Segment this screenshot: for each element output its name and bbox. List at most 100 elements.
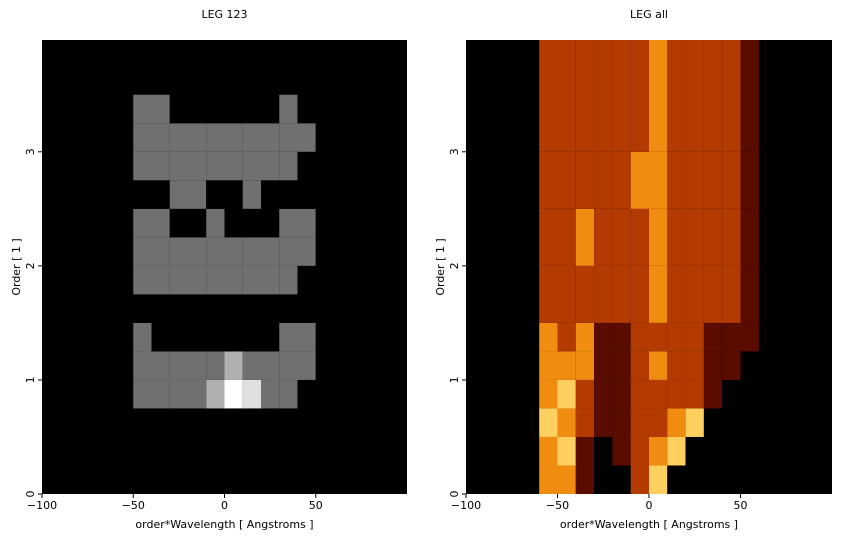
x-axis-label: order*Wavelength [ Angstroms ] [135, 518, 313, 531]
heat-cell [612, 351, 631, 380]
heat-cell [279, 94, 298, 124]
heat-cell [261, 151, 280, 181]
heat-cell [667, 208, 686, 266]
heat-cell [242, 408, 261, 437]
heat-cell [539, 322, 558, 352]
heat-cell [539, 379, 558, 409]
heat-cell [594, 208, 613, 266]
heat-cell [630, 151, 649, 209]
heat-cell [575, 408, 595, 437]
heat-cell [151, 265, 170, 295]
heat-cell [261, 94, 280, 124]
heat-cell [133, 465, 152, 494]
heat-cell [612, 40, 631, 152]
heat-cell [115, 123, 134, 152]
heat-cell [557, 436, 576, 466]
heat-cell [242, 123, 261, 152]
y-tick-label: 1 [448, 376, 461, 383]
heat-cell [206, 322, 225, 352]
heat-cell [188, 237, 207, 266]
x-tick-label: −50 [122, 499, 145, 512]
x-tick-label: 0 [221, 499, 228, 512]
heat-cell [740, 379, 759, 409]
chart-title: LEG 123 [201, 8, 247, 21]
y-axis-label: Order [ 1 ] [10, 238, 23, 295]
heat-cell [151, 379, 170, 409]
heat-cell [594, 322, 613, 352]
heat-cell [242, 151, 261, 181]
heat-cell [133, 436, 152, 466]
heat-cell [224, 465, 243, 494]
heat-cell [261, 436, 280, 466]
heat-cell [575, 208, 595, 266]
heat-cell [612, 379, 631, 409]
heat-cell [315, 436, 334, 466]
y-tick-label: 2 [448, 262, 461, 269]
heat-cell [169, 237, 188, 266]
heat-cell [297, 379, 316, 409]
heat-cell [630, 436, 649, 466]
heat-cell [133, 94, 152, 124]
heat-cell [630, 322, 649, 352]
heat-cell [133, 322, 152, 352]
heat-cell [279, 408, 298, 437]
heat-cell [261, 123, 280, 152]
heat-cell [115, 436, 134, 466]
heat-cell [188, 408, 207, 437]
heat-cell [722, 151, 741, 209]
heat-cell [297, 94, 316, 124]
heat-cell [575, 40, 595, 152]
heat-cell [740, 40, 759, 152]
heat-cell [224, 237, 243, 266]
heat-cell [649, 436, 668, 466]
heat-cell [649, 265, 668, 323]
heat-cell [539, 208, 558, 266]
heat-cell [297, 294, 316, 323]
heat-cell [151, 322, 170, 352]
heat-cell [722, 436, 741, 466]
heat-cell [685, 40, 704, 152]
heat-cell [188, 322, 207, 352]
heat-cell [557, 151, 576, 209]
heat-cell [315, 123, 334, 152]
heat-cell [630, 465, 649, 494]
heat-cell [315, 151, 334, 181]
heat-cell [261, 180, 280, 209]
heat-cell [315, 408, 334, 437]
heat-cell [188, 180, 207, 209]
heat-cell [630, 265, 649, 323]
heat-cell [188, 151, 207, 181]
heat-cell [649, 379, 668, 409]
heat-cell [703, 379, 723, 409]
heat-cell [667, 151, 686, 209]
panel: LEG all order*Wavelength [ Angstroms ] Ord… [434, 8, 832, 531]
heat-cell [297, 180, 316, 209]
heat-cell [242, 208, 261, 238]
heat-cell [315, 294, 334, 323]
heat-cell [279, 379, 298, 409]
heat-cell [315, 94, 334, 124]
heat-cell [630, 351, 649, 380]
heat-cell [188, 123, 207, 152]
heat-cell [115, 208, 134, 238]
heat-cell [315, 379, 334, 409]
heat-cell [685, 322, 704, 352]
heat-cell [722, 40, 741, 152]
heat-cell [188, 436, 207, 466]
heat-cell [206, 237, 225, 266]
heat-cell [315, 351, 334, 380]
heat-cell [279, 208, 298, 238]
heat-cell [575, 265, 595, 323]
heat-cell [649, 322, 668, 352]
heat-cell [242, 94, 261, 124]
heat-cell [261, 465, 280, 494]
heat-cell [151, 94, 170, 124]
heat-cell [630, 40, 649, 152]
heat-cell [224, 151, 243, 181]
heat-cell [115, 94, 134, 124]
heat-cell [242, 322, 261, 352]
heat-cell [188, 265, 207, 295]
heat-cell [206, 351, 225, 380]
heat-cell [133, 208, 152, 238]
